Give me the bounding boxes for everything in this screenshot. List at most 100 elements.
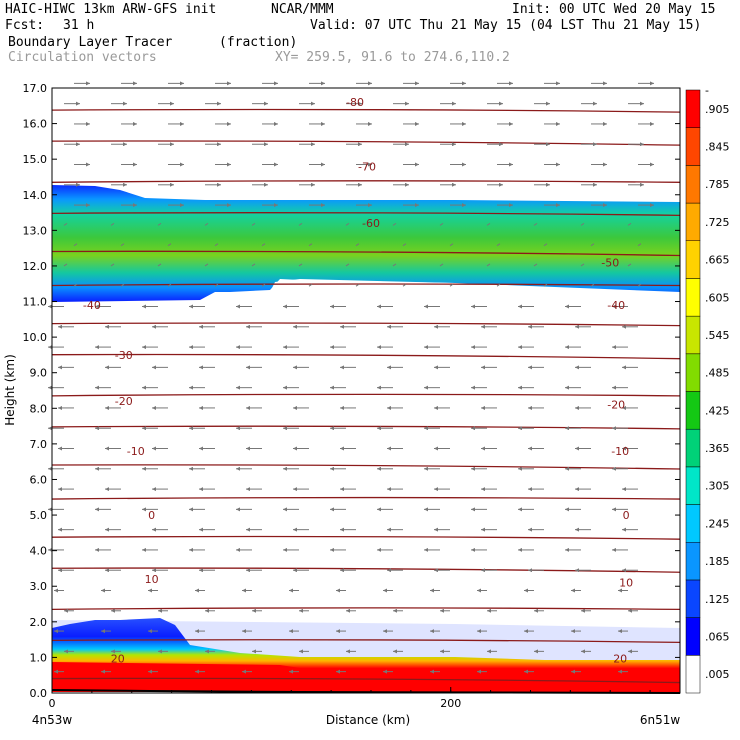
y-tick-label: 11.0 xyxy=(23,296,48,309)
y-tick-label: 3.0 xyxy=(30,580,48,593)
colorbar-swatch xyxy=(685,165,701,204)
vector-arrow xyxy=(204,222,209,226)
colorbar-swatch xyxy=(685,579,701,618)
isotherm-line xyxy=(51,639,681,644)
vector-arrow xyxy=(167,283,172,287)
isotherm-label: 10 xyxy=(145,573,159,586)
y-tick-label: 12.0 xyxy=(23,260,48,273)
vector-arrow xyxy=(298,263,303,267)
isotherm-label: -40 xyxy=(607,299,625,312)
vector-arrow xyxy=(439,263,444,267)
vector-arrow xyxy=(204,263,209,267)
isotherm-label: 10 xyxy=(619,577,633,590)
isotherm-label: -60 xyxy=(362,217,380,230)
isotherm-line xyxy=(51,283,681,287)
vector-arrow xyxy=(120,243,125,247)
vector-arrow xyxy=(157,222,162,226)
x-axis: 0 200 xyxy=(49,687,651,710)
vector-arrow xyxy=(533,222,538,226)
forecast-hour: 31 h xyxy=(63,18,95,33)
isotherm-line xyxy=(51,322,681,327)
model-title: HAIC-HIWC 13km ARW-GFS init xyxy=(5,2,217,17)
vector-arrow xyxy=(627,263,632,267)
vector-arrow xyxy=(627,222,632,226)
vector-arrow xyxy=(251,222,256,226)
colorbar-swatch xyxy=(685,542,701,581)
isotherm-label: -20 xyxy=(607,399,625,412)
colorbar-label: .545 xyxy=(705,329,730,342)
isotherm-labels: -80 -70 -60 -50 -40 -40 -30 -20 -20 -10 -10 0 0 10 10 2… xyxy=(83,96,633,665)
colorbar-label: .605 xyxy=(705,291,730,304)
y-tick-label: 13.0 xyxy=(23,224,48,237)
isotherm-label: 0 xyxy=(148,509,155,522)
y-tick-label: 10.0 xyxy=(23,331,48,344)
isotherm-line xyxy=(51,393,681,397)
isotherm-line xyxy=(51,353,681,360)
isotherm-label: -80 xyxy=(346,96,364,109)
vector-arrow xyxy=(308,283,313,287)
vector-arrow xyxy=(298,222,303,226)
colorbar-swatch xyxy=(685,504,701,543)
y-tick-label: 14.0 xyxy=(23,189,48,202)
vector-arrow xyxy=(496,243,501,247)
y-axis-label: Height (km) xyxy=(3,354,17,425)
isotherm-label: 0 xyxy=(623,509,630,522)
isotherm-label: 20 xyxy=(613,652,627,665)
colorbar-swatch xyxy=(685,617,701,656)
vector-arrow xyxy=(345,222,350,226)
vector-arrow xyxy=(110,222,115,226)
circulation-vectors xyxy=(48,81,654,674)
y-tick-label: 5.0 xyxy=(30,509,48,522)
vector-arrow xyxy=(251,263,256,267)
vector-arrow xyxy=(449,243,454,247)
vector-arrow xyxy=(543,283,548,287)
vector-arrow xyxy=(157,263,162,267)
isotherm-line xyxy=(51,425,681,430)
vector-arrow xyxy=(533,263,538,267)
y-tick-label: 2.0 xyxy=(30,616,48,629)
vector-arrow xyxy=(402,243,407,247)
colorbar-label: .305 xyxy=(705,480,730,493)
valid-time: Valid: 07 UTC Thu 21 May 15 (04 LST Thu … xyxy=(310,18,702,33)
field-name: Boundary Layer Tracer xyxy=(8,35,173,50)
colorbar-label: .785 xyxy=(705,178,730,191)
y-tick-label: 17.0 xyxy=(23,82,48,95)
colorbar-swatch xyxy=(685,466,701,505)
plot-frame xyxy=(51,87,681,694)
vector-arrow xyxy=(345,263,350,267)
vector-arrow xyxy=(580,263,585,267)
vector-arrow xyxy=(214,283,219,287)
lower-tracer-core xyxy=(52,662,680,692)
y-tick-label: 8.0 xyxy=(30,402,48,415)
colorbar-swatch xyxy=(685,655,701,694)
y-tick-label: 0.0 xyxy=(30,687,48,700)
colorbar-label: - xyxy=(705,84,709,97)
colorbar-swatch xyxy=(685,89,701,128)
x-tick-label: 0 xyxy=(49,697,56,710)
vector-arrow xyxy=(590,283,595,287)
y-tick-label: 16.0 xyxy=(23,118,48,131)
vector-arrow xyxy=(486,222,491,226)
vector-arrow xyxy=(392,263,397,267)
vector-arrow xyxy=(73,243,78,247)
vector-arrow xyxy=(580,222,585,226)
vector-arrow xyxy=(543,243,548,247)
vector-arrow xyxy=(355,243,360,247)
colorbar-label: .725 xyxy=(705,216,730,229)
y-axis: 0.0 1.0 2.0 3.0 4.0 5.0 6.0 7.0 8.0 9.0 10.0 11.0 12… xyxy=(23,82,680,700)
terrain-line xyxy=(51,689,681,694)
org-label: NCAR/MMM xyxy=(271,2,334,17)
vector-arrow xyxy=(63,222,68,226)
colorbar-label: .905 xyxy=(705,103,730,116)
colorbar-label: .845 xyxy=(705,141,730,154)
vector-arrow xyxy=(110,263,115,267)
vector-arrow xyxy=(496,283,501,287)
colorbar-swatch xyxy=(685,240,701,279)
y-tick-label: 15.0 xyxy=(23,153,48,166)
colorbar-label: .365 xyxy=(705,442,730,455)
colorbar-swatch xyxy=(685,391,701,430)
colorbar-label: .665 xyxy=(705,254,730,267)
colorbar-label: .185 xyxy=(705,555,730,568)
vector-arrow xyxy=(261,243,266,247)
